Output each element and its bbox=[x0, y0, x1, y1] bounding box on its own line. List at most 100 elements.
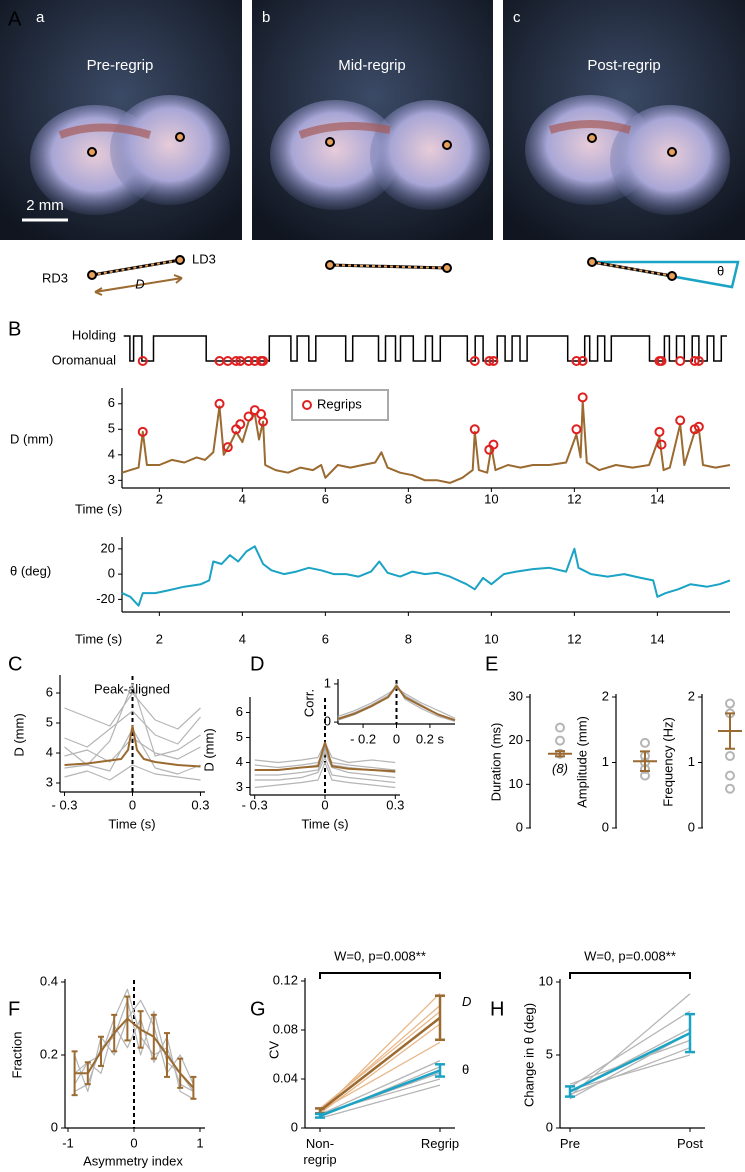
data-line bbox=[569, 1047, 691, 1096]
annotation: W=0, p=0.008** bbox=[334, 948, 426, 963]
x-tick-label: Regrip bbox=[421, 1136, 459, 1151]
y-axis-label: D (mm) bbox=[10, 431, 53, 446]
y-tick-label: 2 bbox=[688, 688, 695, 703]
scatter-point bbox=[258, 416, 269, 427]
panel-letter: C bbox=[8, 653, 22, 675]
panel-letter: H bbox=[490, 998, 504, 1020]
y-tick-label: 0.4 bbox=[40, 973, 58, 988]
annotation: W=0, p=0.008** bbox=[584, 948, 676, 963]
y-tick-label: 5 bbox=[546, 1046, 553, 1061]
x-tick-label: 6 bbox=[322, 491, 329, 506]
y-tick-label: 10 bbox=[509, 776, 523, 791]
y-tick-label: 4 bbox=[108, 446, 115, 461]
y-tick-label: 6 bbox=[108, 395, 115, 410]
y-tick-label: 0 bbox=[688, 819, 695, 834]
x-tick-label: 4 bbox=[239, 491, 246, 506]
data-line bbox=[254, 746, 396, 771]
scatter-point bbox=[488, 439, 499, 450]
y-tick-label: 3 bbox=[108, 472, 115, 487]
x-tick-label: 8 bbox=[405, 631, 412, 646]
y-axis-label: θ (deg) bbox=[10, 563, 51, 578]
data-line bbox=[121, 400, 731, 484]
photo-a bbox=[0, 0, 242, 240]
data-line bbox=[569, 1010, 691, 1088]
x-tick-label: -1 bbox=[62, 1135, 74, 1150]
x-axis-label: Time (s) bbox=[75, 501, 122, 516]
data-line bbox=[74, 1017, 195, 1089]
x-tick-label: 0.3 bbox=[191, 797, 209, 812]
regrip-marker bbox=[243, 356, 254, 366]
regrip-marker bbox=[231, 356, 242, 366]
x-tick-label: - 0.3 bbox=[242, 797, 268, 812]
regrip-marker bbox=[137, 356, 148, 366]
data-line bbox=[569, 993, 691, 1097]
schematic: RD3 LD3 D θ bbox=[42, 251, 740, 296]
scatter-point bbox=[654, 426, 665, 437]
data-line bbox=[569, 1054, 691, 1091]
x-tick-label: 14 bbox=[650, 631, 664, 646]
x-tick-label: 0 bbox=[130, 1135, 137, 1150]
regrip-marker bbox=[488, 356, 499, 366]
x-tick-label: Pre bbox=[560, 1136, 580, 1151]
x-tick-label: 2 bbox=[156, 491, 163, 506]
y-tick-label: 1 bbox=[688, 754, 695, 769]
data-line bbox=[319, 1084, 441, 1119]
image-letter: b bbox=[262, 9, 270, 26]
y-tick-label: 20 bbox=[101, 540, 115, 555]
data-line bbox=[319, 1069, 441, 1117]
x-tick-label: 6 bbox=[322, 631, 329, 646]
regrip-marker bbox=[484, 356, 495, 366]
y-axis-label: D (mm) bbox=[201, 728, 216, 771]
image-label: Pre-regrip bbox=[87, 57, 154, 74]
y-tick-label: -20 bbox=[96, 591, 115, 606]
x-tick-label: 10 bbox=[484, 631, 498, 646]
image-label: Mid-regrip bbox=[338, 57, 406, 74]
legend-box bbox=[291, 389, 389, 421]
annotation: (8) bbox=[552, 761, 568, 776]
panel-letter: E bbox=[485, 653, 498, 675]
y-tick-label: 5 bbox=[236, 729, 243, 744]
regrip-marker bbox=[689, 356, 700, 366]
y-tick-label: 30 bbox=[509, 688, 523, 703]
data-line bbox=[64, 725, 201, 768]
regrip-marker bbox=[469, 356, 480, 366]
regrip-marker bbox=[258, 356, 269, 366]
scatter-point bbox=[577, 392, 588, 403]
regrip-marker bbox=[656, 356, 667, 366]
y-tick-label: 1 bbox=[602, 754, 609, 769]
regrip-marker bbox=[577, 356, 588, 366]
x-tick-label: - 0.2 bbox=[350, 731, 376, 746]
scatter-point bbox=[222, 442, 233, 453]
scatter-point bbox=[137, 426, 148, 437]
y-tick-label: 0 bbox=[516, 819, 523, 834]
y-tick-label: 0 bbox=[291, 1119, 298, 1134]
significance-bracket bbox=[319, 972, 441, 979]
data-point bbox=[555, 735, 565, 746]
x-tick-label: - 0.3 bbox=[52, 797, 78, 812]
regrip-marker bbox=[693, 356, 704, 366]
x-tick-label: 0 bbox=[321, 797, 328, 812]
x-tick-label: Non-regrip bbox=[303, 1136, 336, 1167]
y-tick-label: 4 bbox=[236, 754, 243, 769]
state-label: Oromanual bbox=[52, 352, 116, 367]
data-line bbox=[337, 684, 456, 722]
data-line bbox=[254, 761, 396, 789]
data-line bbox=[319, 1060, 441, 1116]
y-tick-label: 5 bbox=[46, 714, 53, 729]
y-tick-label: 3 bbox=[46, 774, 53, 789]
panel-letter: F bbox=[8, 998, 20, 1020]
angle-label: θ bbox=[717, 263, 724, 278]
data-line bbox=[64, 683, 201, 766]
data-line bbox=[64, 710, 201, 748]
y-tick-label: 0 bbox=[324, 714, 331, 729]
image-label: Post-regrip bbox=[587, 57, 660, 74]
y-tick-label: 0.2 bbox=[40, 1046, 58, 1061]
x-axis-label: Time (s) bbox=[301, 816, 348, 831]
data-line bbox=[121, 545, 731, 607]
x-tick-label: 10 bbox=[484, 491, 498, 506]
y-tick-label: 0 bbox=[546, 1119, 553, 1134]
y-axis-label: D (mm) bbox=[11, 713, 26, 756]
scatter-point bbox=[675, 415, 686, 426]
data-line bbox=[319, 1023, 441, 1114]
x-axis-label: Time (s) bbox=[108, 816, 155, 831]
